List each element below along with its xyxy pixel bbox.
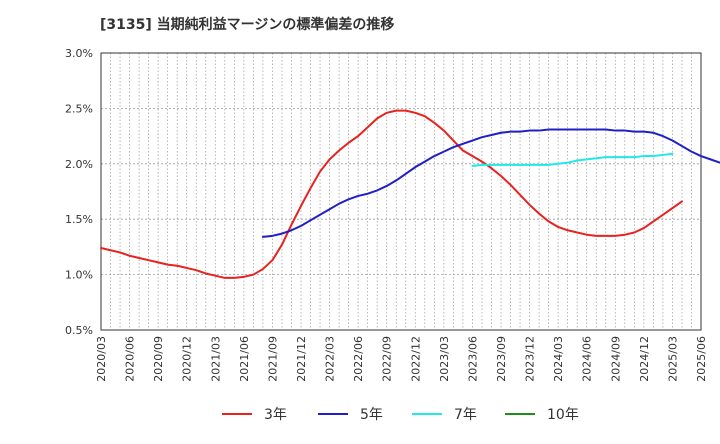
x-tick-label: 2022/03	[324, 336, 337, 382]
x-tick-label: 2022/09	[381, 336, 394, 382]
x-tick-label: 2022/06	[352, 336, 365, 382]
x-tick-label: 2020/06	[124, 336, 137, 382]
x-tick-label: 2024/03	[552, 336, 565, 382]
series-line-1	[100, 109, 683, 279]
x-tick-label: 2020/09	[152, 336, 165, 382]
x-tick-label: 2023/06	[466, 336, 479, 382]
x-tick-label: 2023/09	[495, 336, 508, 382]
y-tick-label: 0.5%	[65, 324, 93, 337]
x-tick-label: 2020/12	[181, 336, 194, 382]
x-tick-label: 2021/12	[295, 336, 308, 382]
legend-label-4: 10年	[547, 407, 579, 423]
x-tick-label: 2024/09	[609, 336, 622, 382]
x-tick-label: 2024/06	[581, 336, 594, 382]
legend-label-1: 3年	[264, 407, 287, 423]
x-tick-label: 2023/12	[524, 336, 537, 382]
plot-frame	[100, 52, 702, 331]
y-tick-label: 3.0%	[65, 47, 93, 60]
x-tick-label: 2025/03	[666, 336, 679, 382]
y-tick-label: 2.5%	[65, 102, 93, 115]
legend-label-3: 7年	[454, 407, 477, 423]
x-tick-label: 2023/03	[438, 336, 451, 382]
y-tick-label: 1.0%	[65, 269, 93, 282]
chart-title: [3135] 当期純利益マージンの標準偏差の推移	[100, 17, 395, 33]
x-tick-label: 2022/12	[409, 336, 422, 382]
x-tick-label: 2021/03	[209, 336, 222, 382]
series-line-3	[471, 152, 674, 168]
x-tick-label: 2021/09	[266, 336, 279, 382]
x-tick-label: 2024/12	[638, 336, 651, 382]
legend-label-2: 5年	[360, 407, 383, 423]
y-tick-label: 1.5%	[65, 213, 93, 226]
x-tick-label: 2020/03	[95, 336, 108, 382]
x-tick-label: 2021/06	[238, 336, 251, 382]
x-tick-label: 2025/06	[695, 336, 708, 382]
y-tick-label: 2.0%	[65, 158, 93, 171]
series-line-2	[261, 128, 720, 238]
